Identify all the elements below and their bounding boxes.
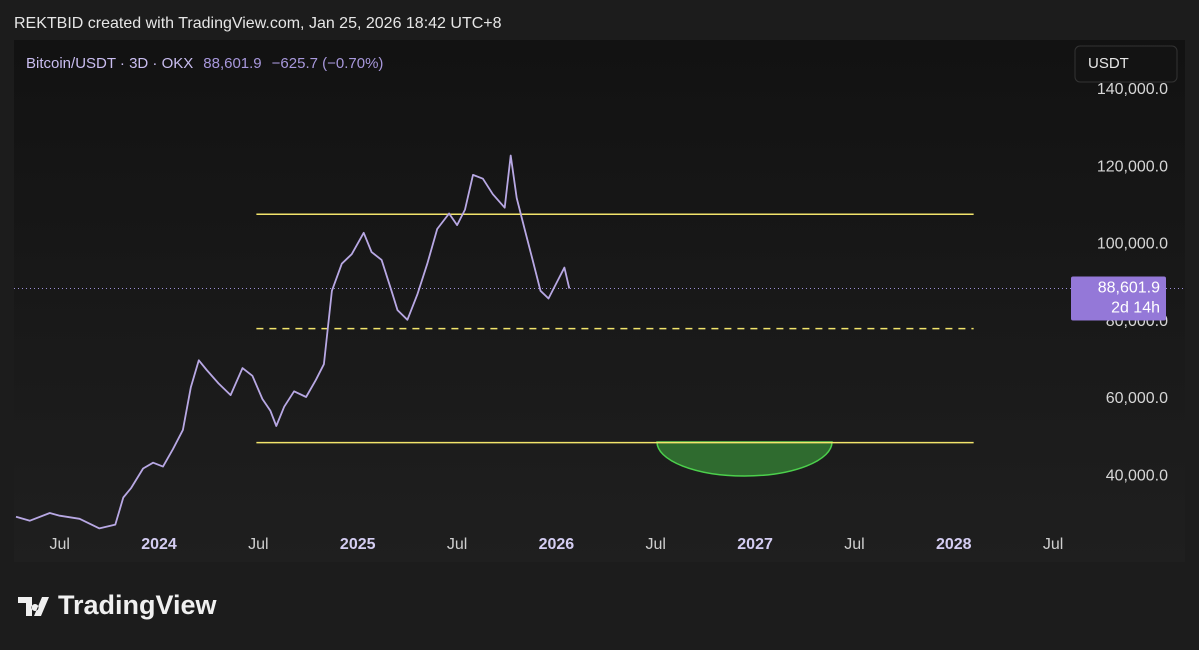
credit: REKTBID created with TradingView.com, Ja… <box>14 15 502 32</box>
y-tick-label: 40,000.0 <box>1106 467 1168 484</box>
currency-label: USDT <box>1088 55 1129 72</box>
y-tick-label: 140,000.0 <box>1097 81 1168 98</box>
x-tick-label: Jul <box>1043 536 1063 553</box>
price-tag <box>1071 276 1166 321</box>
price-tag-label: 88,601.9 <box>1098 280 1160 297</box>
brand-logo: TradingView <box>18 590 218 620</box>
currency-button[interactable] <box>1074 45 1178 83</box>
header-price: 88,601.9 <box>203 55 261 72</box>
arc-drawing <box>656 441 833 477</box>
chart-title: Bitcoin/USDT · 3D · OKX 88,601.9 −625.7 (−… <box>26 55 383 72</box>
x-tick-label: 2025 <box>340 536 376 553</box>
x-tick-label: Jul <box>646 536 666 553</box>
countdown-label: 2d 14h <box>1111 300 1160 317</box>
x-tick-label: 2028 <box>936 536 972 553</box>
y-tick-label: 120,000.0 <box>1097 158 1168 175</box>
x-tick-label: Jul <box>49 536 69 553</box>
x-tick-label: 2026 <box>539 536 575 553</box>
x-tick-label: Jul <box>447 536 467 553</box>
logo-icon <box>18 597 49 616</box>
y-tick-label: 60,000.0 <box>1106 390 1168 407</box>
header-change: −625.7 (−0.70%) <box>272 55 384 72</box>
chart-panel <box>14 40 1185 562</box>
x-tick-label: 2024 <box>141 536 177 553</box>
price-line <box>15 154 571 530</box>
brand-name: TradingView <box>58 590 218 620</box>
x-tick-label: Jul <box>844 536 864 553</box>
x-tick-label: Jul <box>248 536 268 553</box>
x-tick-label: 2027 <box>737 536 773 553</box>
y-tick-label: 100,000.0 <box>1097 236 1168 253</box>
symbol: Bitcoin/USDT · 3D · OKX <box>26 55 193 72</box>
